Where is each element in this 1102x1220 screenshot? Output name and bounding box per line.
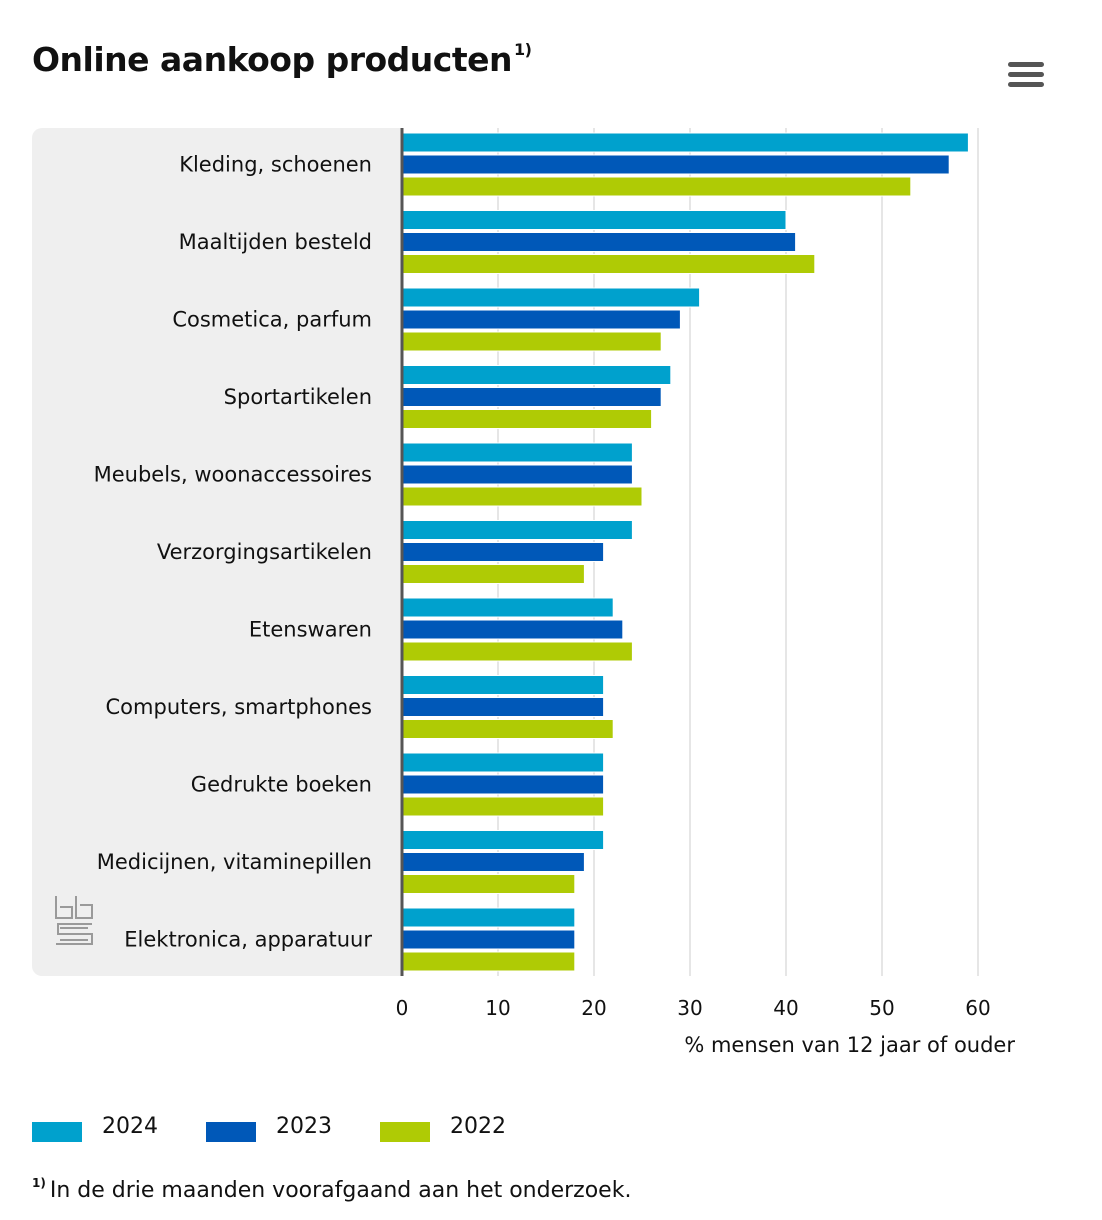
legend-swatch-2022: [380, 1122, 430, 1142]
category-label: Etenswaren: [249, 618, 372, 642]
bar-2022: [401, 254, 816, 274]
bar-2023: [401, 464, 633, 485]
legend-label-2024: 2024: [102, 1114, 158, 1139]
cbs-logo-stroke: [56, 923, 93, 945]
chart-title: Online aankoop producten 1): [32, 40, 532, 79]
legend-label-2023: 2023: [276, 1114, 332, 1139]
x-tick-label: 10: [485, 996, 510, 1020]
bar-2023: [401, 852, 585, 872]
bar-2022: [401, 641, 633, 662]
bar-2024: [401, 752, 605, 773]
x-tick-label: 20: [581, 996, 606, 1020]
menu-icon-bar-top: [1008, 62, 1044, 67]
category-label: Kleding, schoenen: [179, 153, 372, 177]
category-label: Maaltijden besteld: [179, 230, 372, 254]
cbs-logo-stroke: [55, 896, 73, 919]
footnote-text: In de drie maanden voorafgaand aan het o…: [49, 1178, 632, 1203]
bar-2024: [401, 520, 633, 540]
bar-chart: Kleding, schoenen Maaltijden besteld Cosme…: [32, 128, 1015, 1057]
x-tick-label: 40: [773, 996, 798, 1020]
bar-2022: [401, 796, 605, 817]
bar-2022: [401, 719, 614, 739]
x-tick-label: 50: [869, 996, 894, 1020]
category-label: Verzorgingsartikelen: [157, 540, 372, 564]
bar-2023: [401, 929, 576, 950]
chart-title-text: Online aankoop producten: [32, 40, 512, 79]
bar-2023: [401, 619, 624, 640]
x-tick-label: 60: [965, 996, 990, 1020]
bar-2023: [401, 387, 662, 407]
x-tick-label: 0: [396, 996, 409, 1020]
bar-2022: [401, 564, 585, 584]
bar-2024: [401, 132, 969, 153]
hamburger-menu-icon[interactable]: [1004, 60, 1048, 94]
footnote-marker: 1): [32, 1176, 46, 1190]
category-label: Meubels, woonaccessoires: [94, 463, 372, 487]
bar-2022: [401, 486, 643, 507]
bar-2023: [401, 542, 605, 562]
bar-2023: [401, 774, 605, 795]
chart-title-footnote-marker: 1): [513, 40, 532, 59]
bar-2024: [401, 210, 787, 230]
bar-2024: [401, 830, 605, 850]
bar-2022: [401, 176, 912, 197]
x-axis-label: % mensen van 12 jaar of ouder: [684, 1033, 1015, 1057]
bar-2023: [401, 309, 681, 330]
cbs-logo-stroke: [60, 927, 88, 941]
bar-2022: [401, 951, 576, 972]
bar-2024: [401, 365, 672, 385]
legend-label-2022: 2022: [450, 1114, 506, 1139]
bar-2024: [401, 597, 614, 618]
category-panel-edge: [390, 128, 402, 976]
footnote: 1) In de drie maanden voorafgaand aan het…: [32, 1176, 631, 1203]
category-label: Medicijnen, vitaminepillen: [97, 850, 372, 874]
cbs-logo-stroke: [75, 896, 93, 919]
bar-2024: [401, 675, 605, 695]
menu-icon-bar-middle: [1008, 72, 1044, 77]
category-label: Elektronica, apparatuur: [124, 928, 372, 952]
bar-2024: [401, 287, 701, 308]
bar-2023: [401, 154, 950, 175]
bar-2024: [401, 907, 576, 928]
cbs-logo: [55, 896, 93, 945]
category-label: Gedrukte boeken: [191, 773, 372, 797]
bar-2022: [401, 331, 662, 352]
category-label: Cosmetica, parfum: [172, 308, 372, 332]
bar-2022: [401, 874, 576, 894]
x-tick-label: 30: [677, 996, 702, 1020]
legend-swatch-2024: [32, 1122, 82, 1142]
category-panel: [32, 128, 402, 976]
category-label: Computers, smartphones: [106, 695, 372, 719]
legend-swatch-2023: [206, 1122, 256, 1142]
menu-icon-bar-bottom: [1008, 82, 1044, 87]
bar-2023: [401, 697, 605, 717]
bar-2024: [401, 442, 633, 463]
category-label: Sportartikelen: [224, 385, 372, 409]
bar-2023: [401, 232, 797, 252]
bar-2022: [401, 409, 653, 429]
